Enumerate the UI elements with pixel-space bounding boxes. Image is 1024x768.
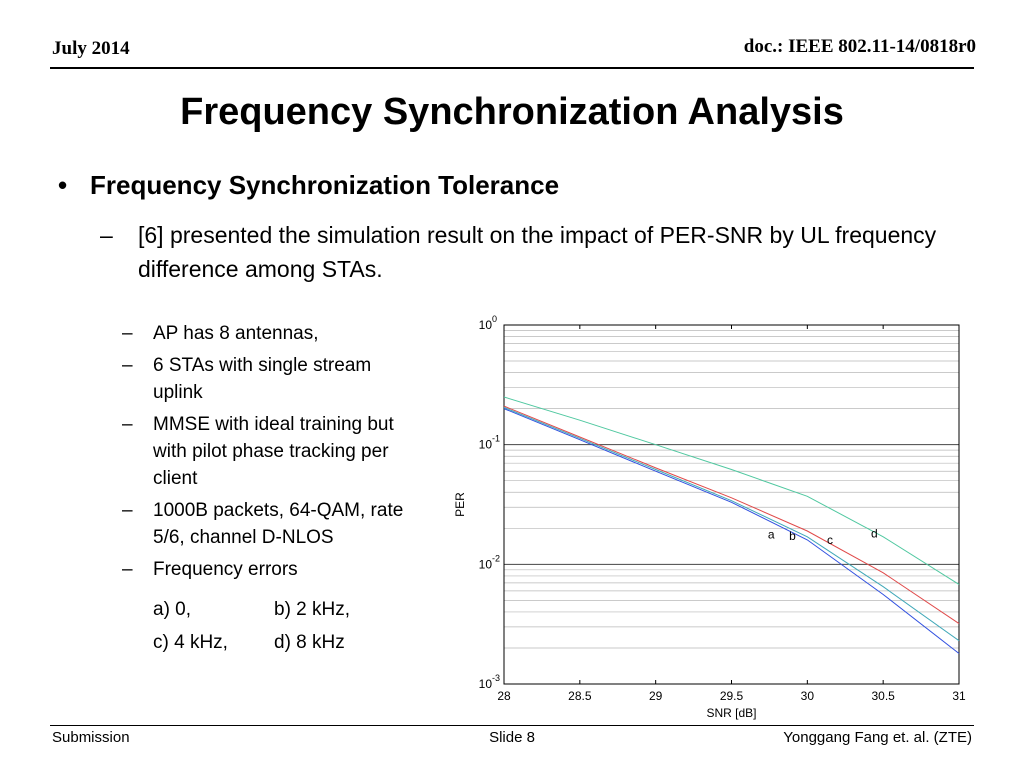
x-axis-label: SNR [dB] [706,706,756,720]
list-item: – Frequency errors [122,556,412,583]
series-label-a: a [768,527,775,541]
list-item: – MMSE with ideal training but with pilot… [122,411,412,492]
y-tick-label: 10 [479,318,493,332]
sub-bullet-text: [6] presented the simulation result on t… [138,222,937,282]
condition-text: MMSE with ideal training but with pilot … [153,414,394,489]
series-line-d [503,396,960,585]
series-label-b: b [789,529,796,543]
series-label-c: c [827,533,833,547]
header-doc-id: doc.: IEEE 802.11-14/0818r0 [743,36,976,57]
x-tick-label: 28.5 [568,689,592,703]
footer-slide-number: Slide 8 [489,729,535,746]
header-divider [50,67,974,69]
series-line-a [503,408,960,654]
x-tick-label: 29.5 [720,689,744,703]
condition-text: 6 STAs with single stream uplink [153,355,372,403]
footer-divider [50,725,974,726]
sub-bullet: – [6] presented the simulation result on… [100,218,940,286]
x-tick-label: 29 [649,689,663,703]
dash-icon: – [122,500,133,521]
y-tick-exponent: -1 [492,434,500,444]
y-tick-label: 10 [479,677,493,691]
freq-option-d: d) 8 kHz [274,632,345,653]
condition-text: AP has 8 antennas, [153,323,319,344]
x-tick-label: 30.5 [871,689,895,703]
main-bullet-text: Frequency Synchronization Tolerance [90,170,560,200]
bullet-icon: • [58,170,68,200]
footer-right: Yonggang Fang et. al. (ZTE) [783,729,972,746]
x-tick-label: 28 [497,689,511,703]
freq-options-row-2: c) 4 kHz, d) 8 kHz [153,629,345,656]
condition-text: 1000B packets, 64-QAM, rate 5/6, channel… [153,500,404,548]
x-tick-label: 31 [952,689,966,703]
condition-text: Frequency errors [153,559,298,580]
series-line-c [503,405,960,625]
y-axis-label: PER [453,492,467,517]
list-item: –1000B packets, 64-QAM, rate 5/6, channe… [122,497,412,551]
header-date: July 2014 [52,38,130,59]
dash-icon: – [122,414,133,435]
freq-option-c: c) 4 kHz, [153,632,228,653]
footer-left: Submission [52,729,130,746]
y-tick-exponent: 0 [492,314,497,324]
dash-icon: – [122,355,133,376]
series-line-b [503,406,960,642]
freq-option-b: b) 2 kHz, [274,599,351,620]
y-tick-exponent: -3 [492,673,500,683]
y-tick-exponent: -2 [492,553,500,563]
series-label-d: d [871,526,878,540]
conditions-list: – AP has 8 antennas, –6 STAs with single … [122,320,412,588]
y-tick-label: 10 [479,557,493,571]
dash-icon: – [100,222,113,248]
freq-options-row-1: a) 0, b) 2 kHz, [153,596,350,623]
list-item: –6 STAs with single stream uplink [122,352,412,406]
plot-frame [503,324,960,685]
dash-icon: – [122,323,133,344]
x-tick-label: 30 [801,689,815,703]
dash-icon: – [122,559,133,580]
freq-option-a: a) 0, [153,599,192,620]
main-bullet: • Frequency Synchronization Tolerance [58,170,559,201]
list-item: – AP has 8 antennas, [122,320,412,347]
y-tick-label: 10 [479,438,493,452]
slide-title: Frequency Synchronization Analysis [180,91,844,133]
